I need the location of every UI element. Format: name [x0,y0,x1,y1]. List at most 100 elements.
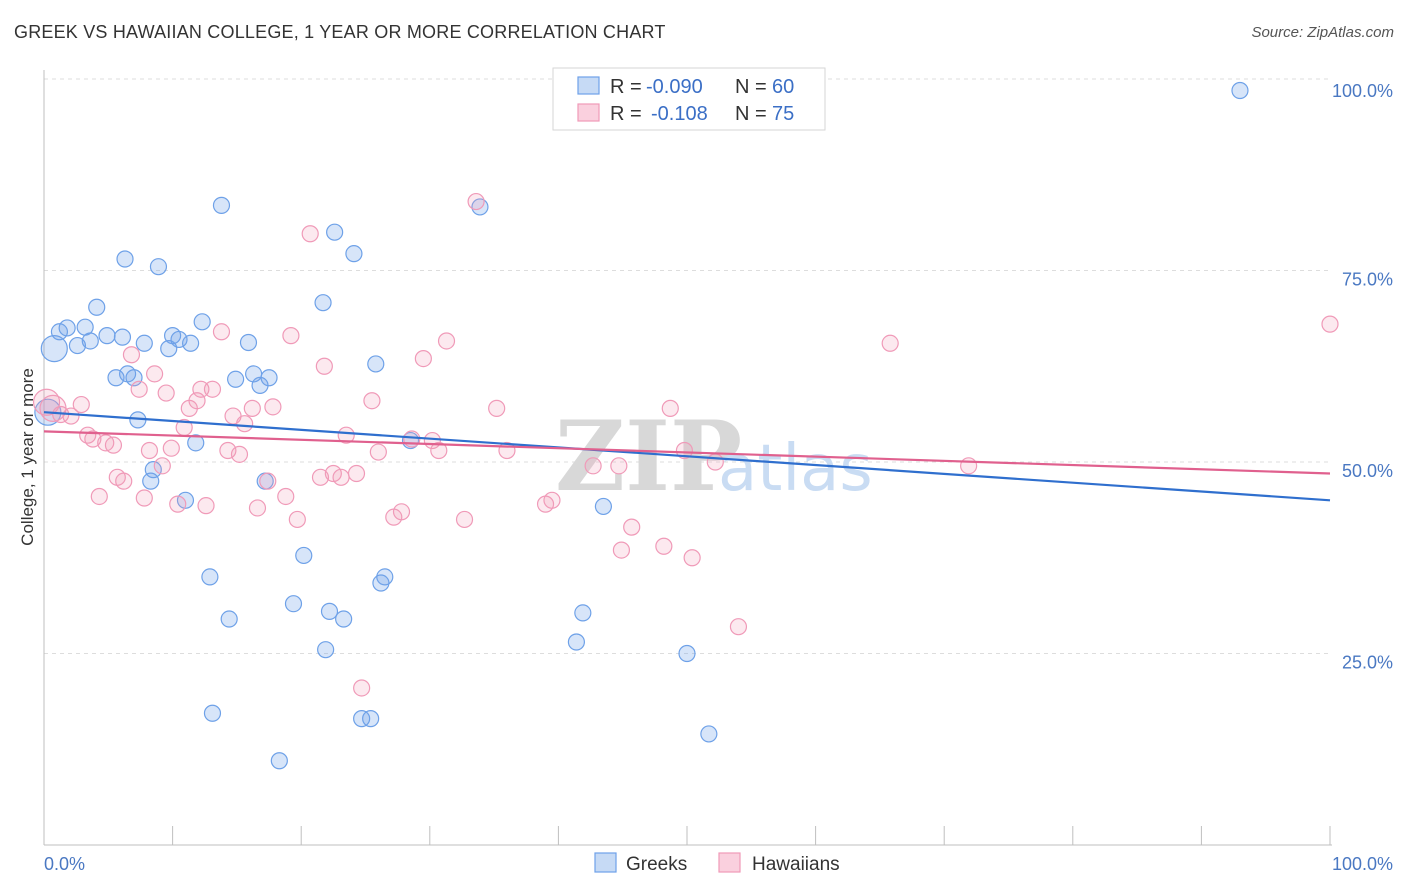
point-hawaiians-63 [612,541,631,559]
point-hawaiians-12 [122,346,141,364]
trend-line-hawaiians [43,430,1331,475]
point-hawaiians-18 [157,384,175,402]
point-hawaiians-45 [347,464,366,483]
point-greeks-40 [317,641,335,659]
point-greeks-47 [367,355,385,373]
point-greeks-28 [212,196,231,214]
point-hawaiians-64 [610,457,628,475]
point-hawaiians-47 [363,392,381,410]
bottom-legend-swatch-greeks [594,852,617,873]
point-hawaiians-16 [145,365,164,383]
legend-r-label-hawaiians: R = [610,103,642,125]
point-hawaiians-39 [301,225,319,243]
x-tick-labels: 0.0% 100.0% [44,854,1393,874]
trend-line-greeks [43,411,1331,502]
y-tick-label-3: 100.0% [1332,81,1393,101]
point-hawaiians-48 [369,443,387,461]
point-hawaiians-41 [311,468,330,486]
point-hawaiians-7 [90,487,108,506]
point-greeks-3 [58,319,76,337]
point-hawaiians-11 [115,472,133,490]
point-hawaiians-27 [212,323,231,341]
point-hawaiians-35 [264,398,282,416]
point-greeks-55 [678,644,696,663]
point-hawaiians-32 [243,399,261,417]
point-hawaiians-70 [706,453,724,471]
point-hawaiians-20 [169,495,187,513]
point-hawaiians-31 [236,415,254,433]
bottom-legend-label-greeks: Greeks [626,854,687,875]
point-hawaiians-6 [84,430,102,448]
point-greeks-2 [50,323,69,341]
point-hawaiians-61 [543,491,561,509]
point-greeks-39 [314,294,332,312]
point-hawaiians-73 [960,457,978,475]
point-hawaiians-71 [729,618,748,636]
point-hawaiians-72 [881,334,899,352]
point-hawaiians-54 [430,441,448,460]
point-hawaiians-13 [130,380,148,398]
legend-n-label-greeks: N = [735,76,767,98]
series-hawaiians-points [32,192,1339,697]
legend-r-value-greeks: -0.090 [646,76,703,98]
point-hawaiians-46 [353,679,371,697]
point-greeks-54 [594,497,613,516]
point-hawaiians-68 [675,441,694,460]
point-hawaiians-67 [661,399,679,417]
point-greeks-1 [40,335,68,363]
point-hawaiians-69 [683,549,701,567]
watermark-atlas: atlas [718,432,873,506]
point-hawaiians-25 [197,497,215,515]
point-greeks-46 [362,710,380,728]
point-greeks-17 [144,461,162,479]
point-hawaiians-3 [62,407,80,425]
axes [43,70,1332,846]
point-greeks-53 [574,604,592,622]
point-hawaiians-42 [324,464,342,483]
point-greeks-10 [113,328,132,346]
point-hawaiians-34 [259,472,277,490]
bottom-legend-label-hawaiians: Hawaiians [752,854,840,875]
point-hawaiians-36 [277,487,295,506]
point-greeks-6 [81,332,99,350]
point-hawaiians-66 [655,537,673,555]
source-label: Source: ZipAtlas.com [1251,24,1394,41]
point-hawaiians-52 [414,349,432,368]
point-hawaiians-17 [153,457,171,475]
point-greeks-30 [227,370,245,388]
legend-n-label-hawaiians: N = [735,103,767,125]
point-greeks-22 [176,491,195,509]
point-hawaiians-58 [488,399,506,417]
point-greeks-41 [320,602,339,620]
point-greeks-58 [1231,81,1249,100]
point-greeks-12 [116,250,134,268]
point-hawaiians-65 [623,518,641,536]
legend-swatch-greeks [577,76,600,95]
point-greeks-26 [201,568,219,586]
point-greeks-18 [149,258,168,276]
point-hawaiians-56 [455,510,474,529]
legend-r-label-greeks: R = [610,76,642,98]
point-greeks-35 [260,369,278,387]
legend-box: R = -0.090 N = 60 R = -0.108 N = 75 [552,67,826,131]
point-hawaiians-44 [337,426,355,444]
watermark-zip: ZIP [555,400,742,513]
point-hawaiians-4 [72,395,90,414]
y-tick-label-0: 25.0% [1342,653,1393,673]
bottom-legend-swatch-hawaiians [718,852,741,873]
legend-n-value-hawaiians: 75 [772,103,794,125]
point-greeks-49 [376,568,394,586]
point-greeks-27 [203,704,222,722]
point-hawaiians-55 [437,332,456,350]
y-tick-label-1: 50.0% [1342,461,1393,481]
point-greeks-31 [239,333,258,352]
x-tick-label-0: 0.0% [44,854,85,874]
point-greeks-43 [335,610,353,628]
point-greeks-15 [135,334,153,352]
x-ticks [43,826,1331,845]
legend-r-value-hawaiians: -0.108 [651,103,708,125]
point-hawaiians-40 [315,357,333,375]
point-hawaiians-19 [162,439,180,457]
point-hawaiians-50 [392,503,411,521]
